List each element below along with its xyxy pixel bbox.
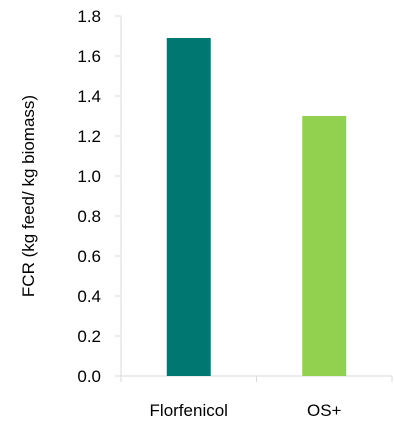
y-tick-label: 1.2 — [77, 127, 101, 146]
x-tick-labels: Florfenicol OS+ — [150, 401, 342, 420]
y-tick-label: 1.0 — [77, 167, 101, 186]
y-tick-label: 0.8 — [77, 207, 101, 226]
y-tick-label: 1.8 — [77, 7, 101, 26]
y-tick-labels: 0.0 0.2 0.4 0.6 0.8 1.0 1.2 1.4 1.6 1.8 — [77, 7, 101, 386]
y-tick-label: 1.4 — [77, 87, 101, 106]
x-tick-label: Florfenicol — [150, 401, 228, 420]
y-tick-label: 0.2 — [77, 327, 101, 346]
x-tick-label: OS+ — [307, 401, 342, 420]
axes — [115, 15, 393, 382]
y-tick-label: 0.0 — [77, 367, 101, 386]
y-tick-label: 0.4 — [77, 287, 101, 306]
y-tick-label: 0.6 — [77, 247, 101, 266]
bar-os — [302, 116, 347, 376]
y-tick-label: 1.6 — [77, 47, 101, 66]
y-axis-title: FCR (kg feed/ kg biomass) — [19, 95, 38, 297]
bar-florfenicol — [166, 38, 211, 376]
bars — [166, 38, 347, 376]
